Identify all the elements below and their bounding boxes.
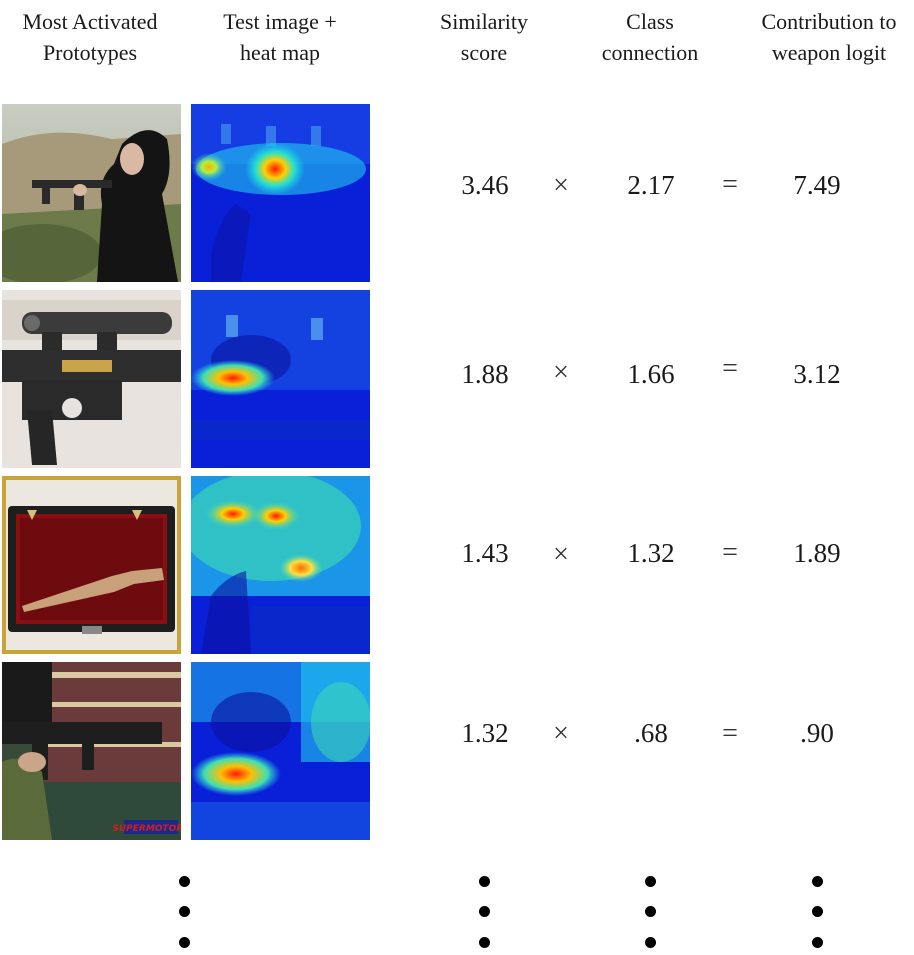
header-class-connection-line2: connection xyxy=(601,40,699,65)
header-similarity-line2: score xyxy=(460,40,508,65)
header-contribution-line1: Contribution to xyxy=(761,9,897,34)
class-connection-4: .68 xyxy=(634,718,668,748)
heatmap-image-2 xyxy=(191,290,370,468)
header-similarity: Similarity score xyxy=(414,6,554,68)
header-test-image-line2: heat map xyxy=(239,40,321,65)
class-connection-1: 2.17 xyxy=(627,170,675,200)
header-prototypes-line2: Prototypes xyxy=(42,40,138,65)
header-contribution: Contribution to weapon logit xyxy=(744,6,914,68)
prototype-image-3 xyxy=(2,476,181,654)
prototype-watermark: SUPERMOTORS xyxy=(112,824,181,834)
times-operator-3: × xyxy=(553,539,569,570)
header-prototypes-line1: Most Activated xyxy=(22,9,158,34)
similarity-score-3: 1.43 xyxy=(461,538,509,568)
header-class-connection-line1: Class xyxy=(626,9,674,34)
times-operator-2: × xyxy=(553,357,569,388)
heatmap-image-3 xyxy=(191,476,370,654)
similarity-score-1: 3.46 xyxy=(461,170,509,200)
header-similarity-line1: Similarity xyxy=(440,9,528,34)
header-test-image-line1: Test image + xyxy=(223,9,337,34)
contribution-2: 3.12 xyxy=(793,359,841,389)
class-connection-2: 1.66 xyxy=(627,359,675,389)
prototype-image-2 xyxy=(2,290,181,468)
header-prototypes: Most Activated Prototypes xyxy=(0,6,180,68)
equals-operator-4: = xyxy=(722,718,738,749)
header-test-image: Test image + heat map xyxy=(190,6,370,68)
prototype-image-4: SUPERMOTORS xyxy=(2,662,181,840)
class-connection-3: 1.32 xyxy=(627,538,675,568)
equals-operator-2: = xyxy=(722,353,738,384)
prototype-image-1 xyxy=(2,104,181,282)
heatmap-image-4 xyxy=(191,662,370,840)
similarity-score-4: 1.32 xyxy=(461,718,509,748)
contribution-4: .90 xyxy=(800,718,834,748)
contribution-1: 7.49 xyxy=(793,170,841,200)
times-operator-4: × xyxy=(553,718,569,749)
heatmap-image-1 xyxy=(191,104,370,282)
similarity-score-2: 1.88 xyxy=(461,359,509,389)
times-operator-1: × xyxy=(553,170,569,201)
header-contribution-line2: weapon logit xyxy=(771,40,887,65)
contribution-3: 1.89 xyxy=(793,538,841,568)
equals-operator-1: = xyxy=(722,169,738,200)
equals-operator-3: = xyxy=(722,537,738,568)
header-class-connection: Class connection xyxy=(580,6,720,68)
